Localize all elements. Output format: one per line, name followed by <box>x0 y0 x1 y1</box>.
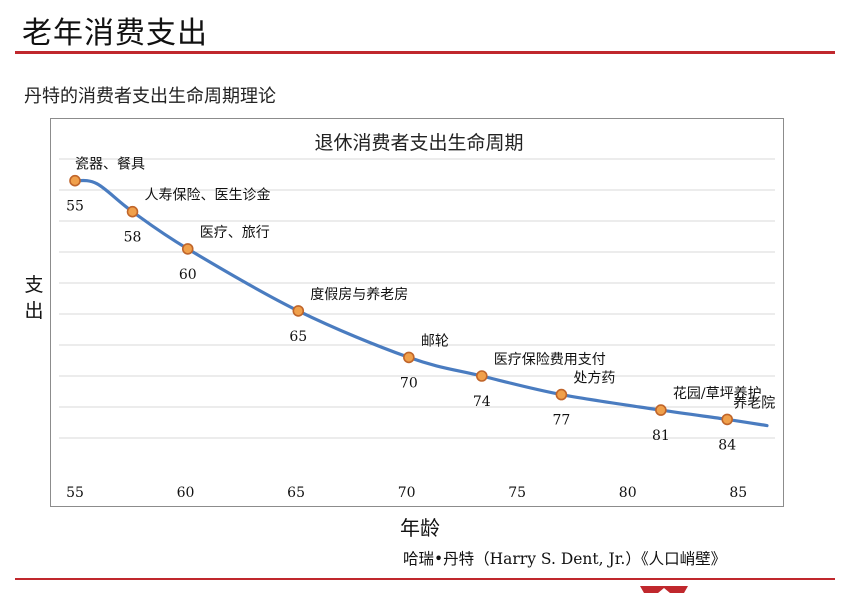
chart-frame: 退休消费者支出生命周期 55 60 65 70 75 80 85 55 58 60 65 70 74 7… <box>50 118 784 507</box>
data-age-label: 55 <box>66 199 84 215</box>
data-annotation: 邮轮 <box>421 333 449 349</box>
data-marker <box>721 413 734 426</box>
x-tick-label: 75 <box>508 485 526 501</box>
data-age-label: 70 <box>400 375 418 391</box>
x-tick-label: 70 <box>398 485 416 501</box>
data-marker <box>655 404 667 416</box>
data-age-label: 65 <box>289 329 307 345</box>
data-annotation: 瓷器、餐具 <box>75 157 145 173</box>
data-annotation: 养老院 <box>733 395 775 411</box>
data-age-label: 84 <box>718 437 736 453</box>
data-age-label: 77 <box>552 413 570 429</box>
data-marker <box>292 305 305 317</box>
x-tick-label: 55 <box>66 485 84 501</box>
logo-mark <box>640 586 688 593</box>
subtitle: 丹特的消费者支出生命周期理论 <box>24 86 276 107</box>
series-line <box>73 178 769 428</box>
page-title: 老年消费支出 <box>22 16 208 51</box>
data-age-label: 81 <box>652 428 670 444</box>
data-markers <box>69 174 734 426</box>
data-annotation: 人寿保险、医生诊金 <box>144 187 270 204</box>
data-annotation: 度假房与养老房 <box>310 287 408 303</box>
x-tick-label: 80 <box>619 485 637 501</box>
data-marker <box>126 205 139 218</box>
gridlines <box>59 158 775 439</box>
data-marker <box>181 243 194 255</box>
title-divider <box>15 51 835 54</box>
data-annotation: 花园/草坪养护 <box>673 386 762 402</box>
x-tick-labels: 55 60 65 70 75 80 85 <box>66 485 747 501</box>
data-annotations: 瓷器、餐具人寿保险、医生诊金医疗、旅行度假房与养老房邮轮医疗保险费用支付处方药花… <box>75 157 775 412</box>
data-marker <box>475 370 488 382</box>
y-axis-side-label: 支出 <box>24 274 44 322</box>
x-axis-title: 年龄 <box>400 516 440 540</box>
data-annotation: 医疗、旅行 <box>200 225 270 241</box>
data-marker <box>403 351 415 364</box>
footer-divider <box>15 578 835 580</box>
data-marker <box>555 388 568 401</box>
data-marker <box>69 174 81 187</box>
chart-title: 退休消费者支出生命周期 <box>314 132 523 154</box>
chart-svg: 退休消费者支出生命周期 55 60 65 70 75 80 85 55 58 60 65 70 74 7… <box>59 132 775 501</box>
x-tick-label: 85 <box>729 485 747 501</box>
data-annotation: 处方药 <box>573 371 615 387</box>
data-age-label: 74 <box>473 394 491 410</box>
x-tick-label: 65 <box>287 485 305 501</box>
x-tick-label: 60 <box>177 485 195 501</box>
data-age-label: 60 <box>179 267 197 283</box>
data-age-labels: 55 58 60 65 70 74 77 81 84 <box>66 199 736 454</box>
data-annotation: 医疗保险费用支付 <box>494 352 606 368</box>
data-age-label: 58 <box>124 230 142 246</box>
source-citation: 哈瑞•丹特（Harry S. Dent, Jr.）《人口峭壁》 <box>403 550 727 568</box>
